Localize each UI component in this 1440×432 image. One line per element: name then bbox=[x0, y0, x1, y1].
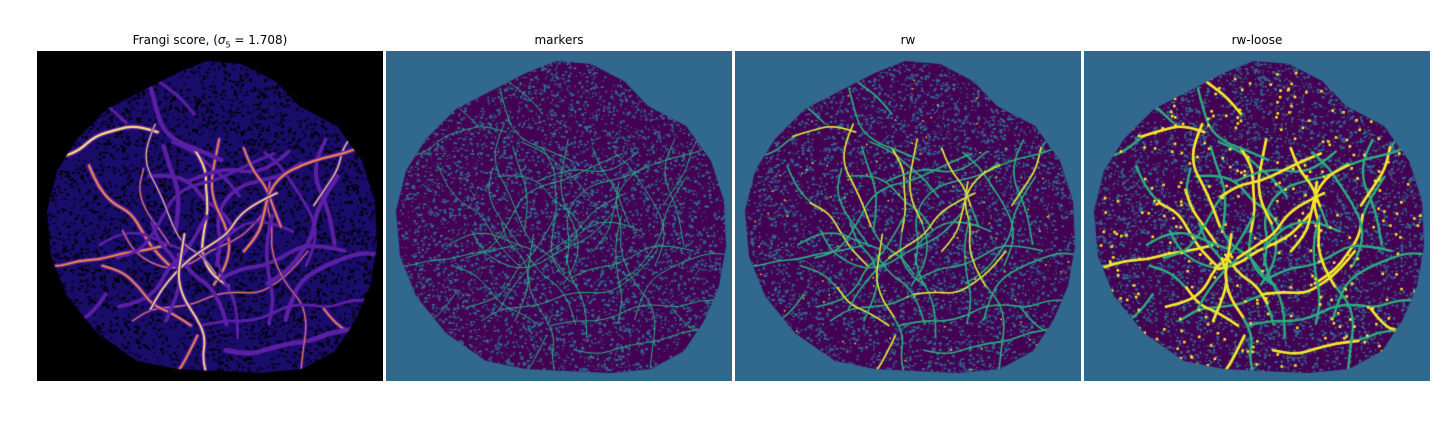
rw-loose-image bbox=[1084, 51, 1430, 381]
panel-title-markers: markers bbox=[534, 33, 584, 47]
panel-title-rw-loose: rw-loose bbox=[1231, 33, 1283, 47]
panel-rw-loose: rw-loose bbox=[1084, 0, 1430, 432]
markers-image bbox=[386, 51, 732, 381]
frangi-score-image bbox=[37, 51, 383, 381]
panel-markers: markers bbox=[386, 0, 732, 432]
panel-title-rw: rw bbox=[900, 33, 916, 47]
panel-frangi: Frangi score, (σ5 = 1.708) bbox=[37, 0, 383, 432]
rw-image bbox=[735, 51, 1081, 381]
panel-rw: rw bbox=[735, 0, 1081, 432]
panel-title-frangi: Frangi score, (σ5 = 1.708) bbox=[132, 33, 288, 50]
